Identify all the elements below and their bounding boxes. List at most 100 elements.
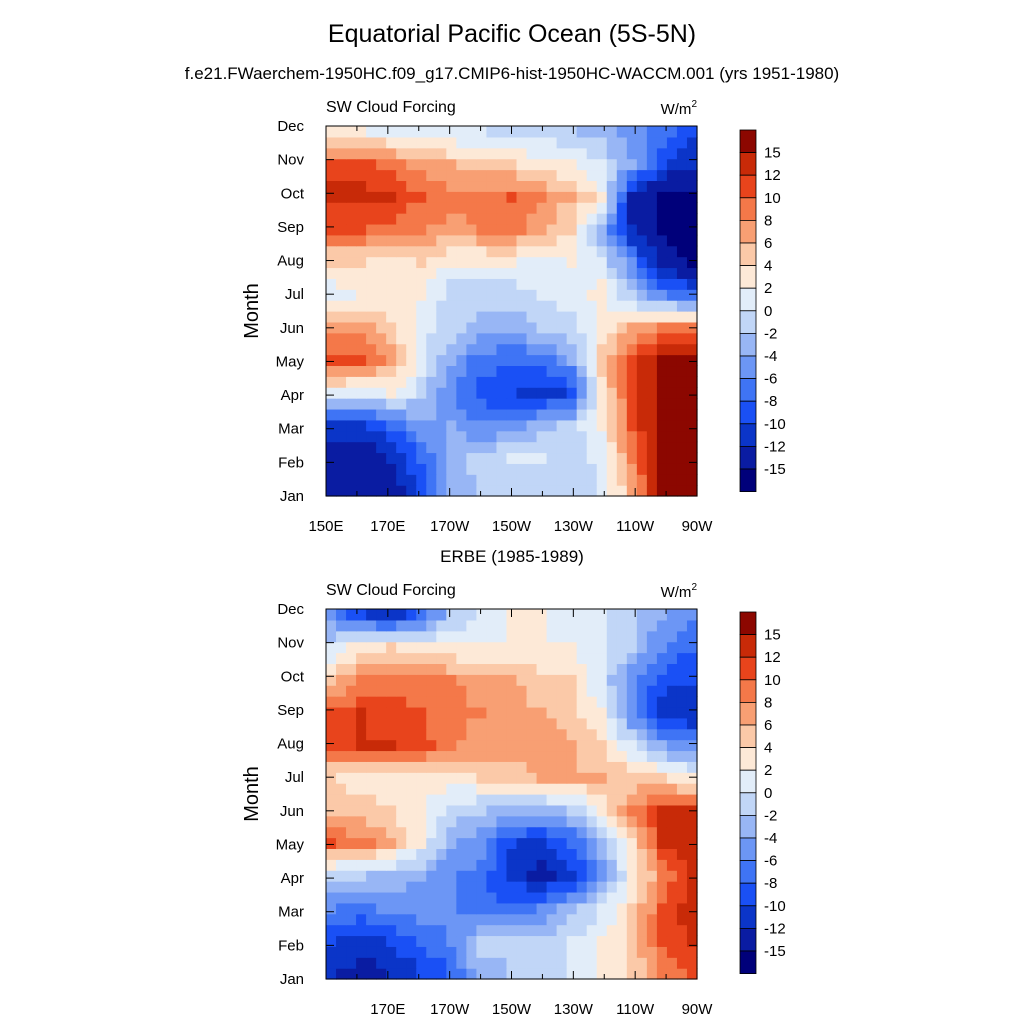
heat-cell	[586, 750, 598, 762]
heat-cell	[366, 837, 377, 850]
heat-cell	[526, 126, 538, 138]
heat-cell	[356, 826, 367, 839]
heat-cell	[456, 870, 467, 882]
heat-cell	[466, 957, 478, 969]
heat-cell	[416, 256, 427, 269]
heat-cell	[446, 441, 457, 454]
heat-cell	[626, 804, 638, 817]
heat-cell	[666, 158, 678, 171]
heat-cell	[616, 126, 628, 138]
heat-cell	[456, 891, 467, 904]
heat-cell	[576, 169, 588, 182]
heat-cell	[386, 311, 397, 323]
heat-cell	[466, 463, 478, 475]
heat-cell	[546, 674, 558, 686]
heat-cell	[396, 619, 407, 632]
heat-cell	[636, 365, 648, 377]
colorbar-box	[739, 769, 757, 794]
heat-cell	[556, 794, 568, 806]
heat-cell	[536, 815, 548, 828]
heat-cell	[436, 321, 447, 334]
heat-cell	[656, 663, 668, 675]
y-tick-label: Aug	[277, 736, 304, 753]
heat-cell	[416, 343, 427, 356]
heat-cell	[426, 289, 437, 301]
heat-cell	[676, 278, 688, 290]
heat-cell	[536, 609, 548, 621]
heat-cell	[326, 859, 337, 871]
heat-cell	[416, 267, 427, 279]
heat-cell	[396, 474, 407, 486]
heat-cell	[336, 485, 347, 497]
heat-cell	[676, 332, 688, 345]
heat-cell	[366, 376, 377, 388]
heat-cell	[326, 419, 337, 432]
heat-cell	[466, 180, 478, 192]
heat-cell	[616, 430, 628, 443]
heat-cell	[456, 321, 467, 334]
heat-cell	[476, 891, 488, 904]
heat-cell	[356, 267, 367, 279]
heat-cell	[366, 289, 377, 301]
heat-cell	[496, 147, 508, 160]
heat-cell	[476, 772, 488, 784]
heat-cell	[646, 213, 658, 225]
heat-cell	[596, 234, 608, 247]
heat-cell	[536, 354, 548, 367]
heat-cell	[406, 804, 417, 817]
heat-cell	[366, 696, 377, 708]
heat-cell	[676, 419, 688, 432]
heat-cell	[436, 256, 447, 269]
heat-cell	[506, 891, 518, 904]
heat-cell	[496, 663, 508, 675]
heat-cell	[626, 609, 638, 621]
heat-cell	[686, 891, 698, 904]
heat-cell	[496, 739, 508, 752]
heat-cell	[446, 837, 457, 850]
heat-cell	[386, 387, 397, 399]
heat-cell	[496, 804, 508, 817]
heat-cell	[536, 311, 548, 323]
heat-cell	[646, 696, 658, 708]
heat-cell	[596, 957, 608, 969]
heat-cell	[526, 278, 538, 290]
heat-cell	[416, 641, 427, 654]
heat-cell	[656, 848, 668, 860]
heat-cell	[686, 343, 698, 356]
heat-cell	[436, 641, 447, 654]
heat-cell	[326, 376, 337, 388]
heat-cell	[596, 126, 608, 138]
heat-cell	[336, 761, 347, 773]
heat-cell	[516, 365, 528, 377]
heat-cell	[516, 256, 528, 269]
heat-cell	[596, 641, 608, 654]
heat-cell	[416, 321, 427, 334]
heat-cell	[526, 311, 538, 323]
heat-cell	[586, 772, 598, 784]
heat-cell	[526, 946, 538, 958]
heat-cell	[576, 739, 588, 752]
heat-cell	[556, 706, 568, 719]
heat-cell	[466, 223, 478, 236]
heat-cell	[536, 256, 548, 269]
heat-cell	[506, 158, 518, 171]
heat-cell	[646, 891, 658, 904]
heat-cell	[576, 837, 588, 850]
heat-cell	[356, 452, 367, 464]
heat-cell	[426, 136, 437, 149]
heat-cell	[476, 202, 488, 214]
heat-cell	[426, 419, 437, 432]
heat-cell	[336, 202, 347, 214]
heat-cell	[376, 696, 387, 708]
heat-cell	[556, 750, 568, 762]
heat-cell	[376, 147, 387, 160]
heat-cell	[466, 321, 478, 334]
heat-cell	[466, 739, 478, 752]
heat-cell	[586, 881, 598, 893]
heat-cell	[446, 202, 457, 214]
heat-cell	[486, 913, 498, 926]
heat-cell	[606, 706, 618, 719]
heat-cell	[586, 652, 598, 665]
heat-cell	[616, 169, 628, 182]
